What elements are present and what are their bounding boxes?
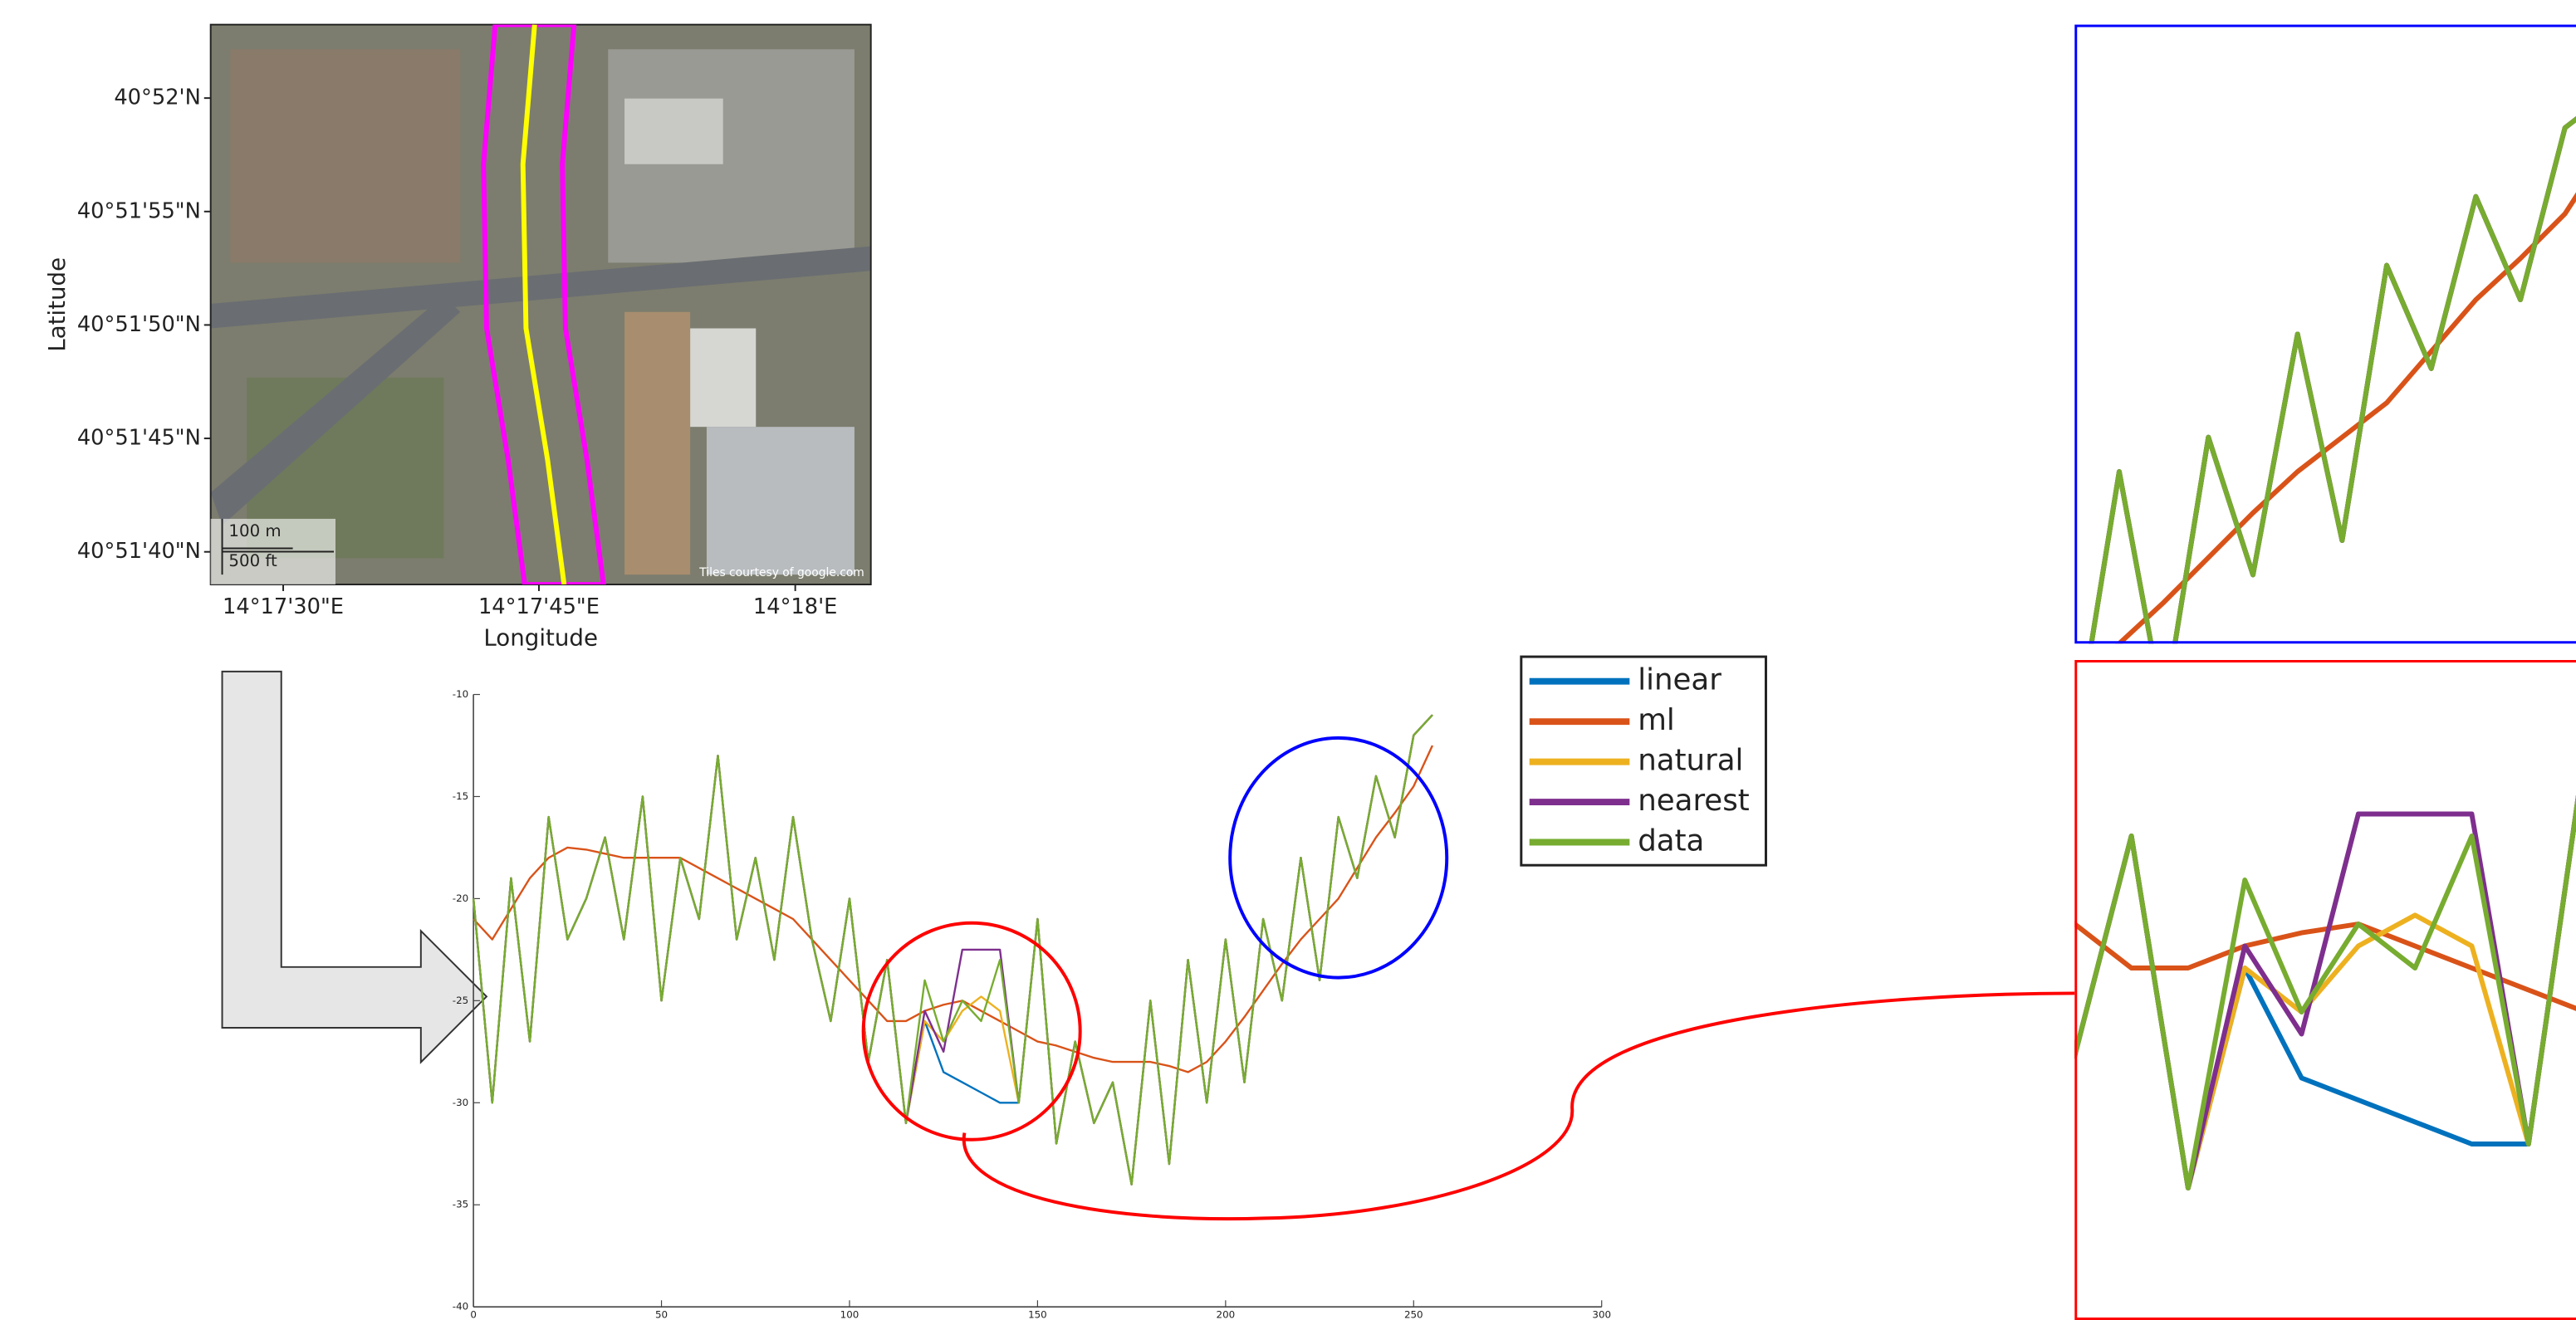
scale-label: 100 m: [228, 521, 281, 540]
x-tick-label: 200: [1217, 1309, 1236, 1320]
x-tick-label: 0: [470, 1309, 477, 1320]
legend: linear ml natural nearest data: [1520, 655, 1767, 867]
x-tick-label: 250: [1404, 1309, 1423, 1320]
y-tick-label: 40°51'45"N: [77, 426, 201, 451]
legend-label: natural: [1638, 744, 1743, 778]
legend-label: data: [1638, 824, 1704, 858]
x-tick-label: 300: [1592, 1309, 1611, 1320]
arrow: [221, 670, 488, 1064]
y-tick-label: 40°51'50"N: [77, 312, 201, 337]
series-line: [2089, 115, 2576, 644]
x-tick-label: 100: [840, 1309, 859, 1320]
inset-bg: [2074, 24, 2576, 644]
corridor: [481, 24, 606, 585]
series-line: [2115, 192, 2576, 644]
x-axis-label: Longitude: [483, 623, 598, 651]
connector: [962, 991, 2075, 1221]
y-tick-label: -40: [453, 1301, 468, 1313]
y-axis-label: Latitude: [43, 257, 71, 352]
x-tick-label: 14°17'30"E: [223, 594, 344, 619]
y-tick-label: -30: [453, 1097, 468, 1108]
legend-label: nearest: [1638, 784, 1750, 818]
y-tick-label: 40°51'40"N: [77, 539, 201, 564]
series-line: [472, 714, 1433, 1186]
track: [520, 24, 567, 585]
y-tick-label: -20: [453, 892, 468, 904]
inset: [2074, 24, 2576, 644]
scale-label: 500 ft: [228, 551, 277, 570]
y-tick-label: -35: [453, 1199, 468, 1210]
attribution: Tiles courtesy of google.com: [698, 566, 864, 579]
zoom-circle: [861, 921, 1082, 1142]
x-tick-label: 50: [655, 1309, 668, 1320]
x-tick-label: 14°17'45"E: [478, 594, 600, 619]
y-tick-label: -15: [453, 790, 468, 802]
inset: [2074, 660, 2576, 1320]
y-tick-label: 40°52'N: [114, 86, 201, 110]
legend-label: linear: [1638, 663, 1721, 697]
series-line: [2074, 794, 2576, 1190]
series-line: [2074, 794, 2576, 1190]
legend-label: ml: [1638, 703, 1675, 737]
track-group: [481, 24, 606, 585]
y-tick-label: 40°51'55"N: [77, 198, 201, 223]
x-tick-label: 150: [1028, 1309, 1047, 1320]
map-background: [210, 24, 871, 585]
y-tick-label: -10: [453, 688, 468, 700]
y-tick-label: -25: [453, 995, 468, 1006]
series-line: [2074, 794, 2576, 1190]
zoom-circle: [1228, 736, 1449, 980]
series-line: [2074, 794, 2576, 1190]
x-tick-label: 14°18'E: [753, 594, 838, 619]
